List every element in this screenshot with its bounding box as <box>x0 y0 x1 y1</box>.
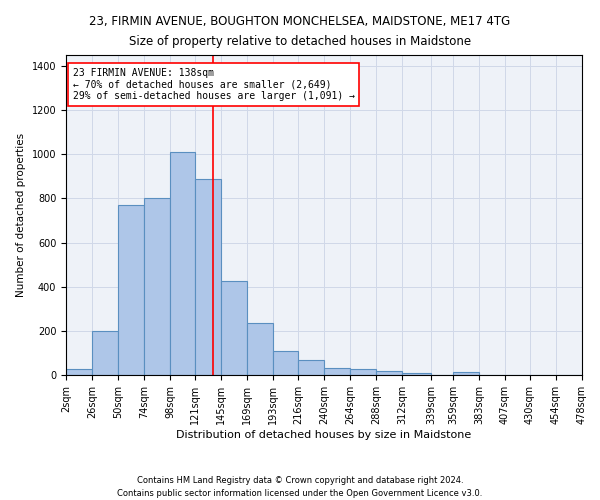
X-axis label: Distribution of detached houses by size in Maidstone: Distribution of detached houses by size … <box>176 430 472 440</box>
Text: 23, FIRMIN AVENUE, BOUGHTON MONCHELSEA, MAIDSTONE, ME17 4TG: 23, FIRMIN AVENUE, BOUGHTON MONCHELSEA, … <box>89 15 511 28</box>
Text: Contains HM Land Registry data © Crown copyright and database right 2024.
Contai: Contains HM Land Registry data © Crown c… <box>118 476 482 498</box>
Bar <box>92 331 118 375</box>
Text: Size of property relative to detached houses in Maidstone: Size of property relative to detached ho… <box>129 35 471 48</box>
Bar <box>195 178 221 375</box>
Bar <box>170 152 195 375</box>
Bar <box>324 368 350 375</box>
Bar <box>118 205 144 375</box>
Bar <box>66 370 92 375</box>
Text: 23 FIRMIN AVENUE: 138sqm
← 70% of detached houses are smaller (2,649)
29% of sem: 23 FIRMIN AVENUE: 138sqm ← 70% of detach… <box>73 68 355 102</box>
Bar <box>402 373 431 375</box>
Bar <box>453 372 479 375</box>
Bar <box>221 281 247 375</box>
Bar <box>376 370 402 375</box>
Bar <box>144 198 170 375</box>
Bar <box>273 350 298 375</box>
Y-axis label: Number of detached properties: Number of detached properties <box>16 133 26 297</box>
Bar <box>298 360 324 375</box>
Bar <box>247 323 273 375</box>
Bar <box>350 370 376 375</box>
